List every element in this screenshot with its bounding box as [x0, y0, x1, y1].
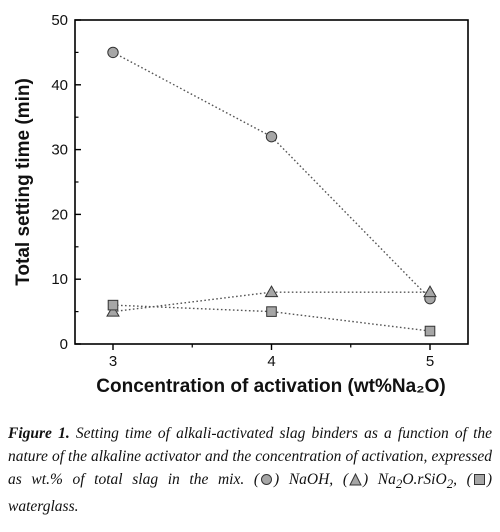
caption-text-4: O.rSiO — [402, 471, 447, 488]
y-tick-label: 40 — [51, 77, 68, 94]
series-line-naoh — [112, 51, 431, 300]
data-point-waterglass — [107, 299, 119, 311]
y-tick-label: 20 — [51, 206, 68, 223]
data-point-waterglass — [266, 306, 277, 317]
caption-text-5: , ( — [453, 471, 472, 488]
series-line-na2o-rsio2 — [112, 291, 430, 313]
data-point-na2o-rsio2 — [423, 285, 437, 298]
y-axis-title: Total setting time (min) — [13, 78, 34, 286]
data-point-naoh — [265, 130, 278, 143]
tick-layer: 0 10 20 30 40 50 3 4 5 — [51, 12, 434, 370]
data-point-na2o-rsio2 — [106, 304, 120, 317]
caption-subscript-2a: 2 — [395, 476, 403, 492]
figure-caption: Figure 1. Setting time of alkali-activat… — [8, 422, 492, 518]
square-marker-icon — [473, 474, 485, 485]
x-tick-label: 3 — [109, 353, 117, 370]
caption-subscript-2b: 2 — [446, 476, 454, 492]
caption-text-1: Setting time of alkali-activated slag bi… — [8, 425, 493, 488]
caption-text-6: ) waterglass. — [8, 471, 492, 516]
caption-text-2: ) NaOH, ( — [274, 471, 348, 488]
x-tick-label: 5 — [426, 353, 434, 370]
figure-label: Figure 1. — [8, 425, 70, 442]
data-point-na2o-rsio2 — [264, 285, 279, 298]
series-line-waterglass — [112, 304, 431, 332]
y-tick-label: 50 — [51, 12, 68, 29]
data-point-waterglass — [424, 325, 436, 337]
caption-text-3: ) Na — [362, 471, 396, 488]
x-tick-label: 4 — [267, 353, 275, 370]
series-layer — [106, 46, 437, 337]
triangle-marker-icon — [349, 473, 362, 486]
y-tick-label: 30 — [51, 142, 68, 159]
data-point-naoh — [107, 46, 119, 59]
circle-marker-icon — [261, 474, 273, 485]
y-tick-label: 10 — [51, 271, 68, 288]
y-tick-label: 0 — [60, 336, 68, 353]
x-axis-title: Concentration of activation (wt%Na₂O) — [96, 376, 445, 397]
